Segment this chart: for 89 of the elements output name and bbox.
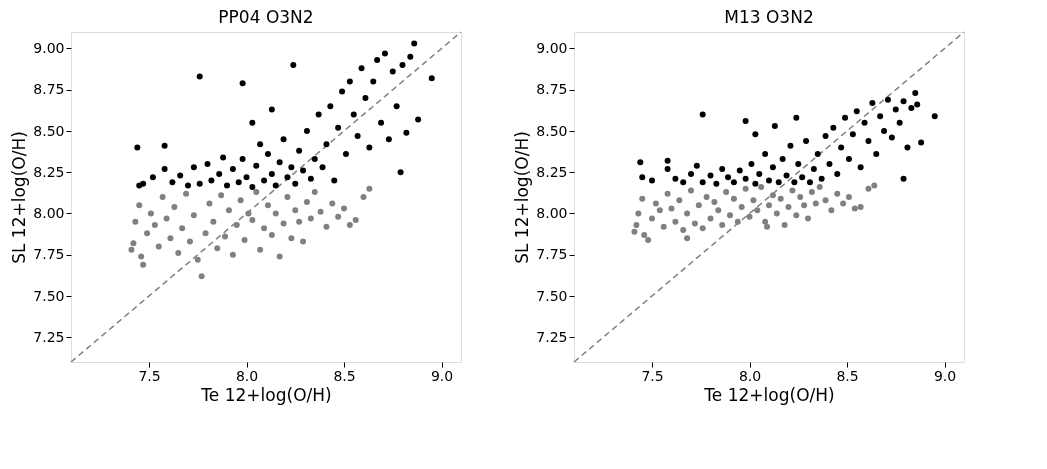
x-tick-label: 9.0 [933,367,957,384]
point [360,194,367,200]
x-tick-label: 8.5 [333,367,356,384]
point [186,238,193,245]
point [225,207,232,214]
y-tick-label: 7.25 [536,328,568,345]
point [190,212,197,219]
point [341,205,347,212]
point [140,261,147,268]
y-tick-label: 7.75 [33,246,65,263]
point [307,215,314,222]
point [179,225,186,232]
point [229,251,236,258]
point [163,215,170,222]
point [167,235,174,242]
point [272,210,279,217]
point [171,203,178,210]
point [132,218,139,225]
point [222,233,229,240]
y-tick-label: 7.50 [536,287,568,304]
point [329,200,336,207]
y-tick-label: 8.00 [33,205,65,221]
point [130,240,137,247]
point [147,210,154,217]
chart-title: PP04 O3N2 [218,7,314,28]
point [280,220,287,227]
point [245,210,252,217]
point [303,198,310,205]
point [288,235,295,242]
x-tick-label: 7.5 [138,367,161,384]
point [144,230,151,237]
point [210,218,217,225]
y-axis-title: SL 12+log(O/H) [512,131,533,264]
x-tick-label: 8.0 [738,367,762,384]
chart-title: M13 O3N2 [724,7,814,28]
point [264,202,271,209]
point [206,200,213,207]
x-tick-label: 7.5 [641,367,664,384]
point [218,192,225,199]
point [159,194,166,200]
point [155,243,162,250]
point [257,246,264,253]
y-tick-label: 8.50 [536,122,568,139]
point [323,223,330,230]
point [311,189,318,196]
point [128,246,135,253]
point [138,253,145,260]
y-axis-title: SL 12+log(O/H) [9,131,30,264]
y-tick-label: 8.75 [33,81,65,98]
y-tick-label: 8.25 [536,163,568,180]
x-tick-label: 8.0 [235,367,259,384]
point [249,217,256,224]
point [317,208,324,215]
point [268,231,275,238]
point [261,225,268,232]
point [194,256,201,263]
point [136,202,143,209]
point [233,222,240,229]
point [198,273,205,280]
x-axis-title: Te 12+log(O/H) [703,384,835,405]
point [175,250,182,257]
point [352,217,359,224]
x-axis-title: Te 12+log(O/H) [200,384,332,405]
point [151,222,158,229]
point [241,236,248,243]
y-tick-label: 7.75 [536,246,568,263]
point [276,253,283,260]
x-tick-label: 9.0 [430,367,454,384]
point [253,189,260,196]
y-tick-label: 8.00 [536,205,568,221]
point [284,194,291,200]
point [300,238,307,245]
point [366,185,373,192]
point [214,245,221,252]
point [183,190,190,197]
y-tick-label: 8.25 [33,163,65,180]
y-tick-label: 9.00 [33,40,65,56]
point [346,222,353,229]
point [237,197,244,204]
x-tick-label: 8.5 [836,367,859,384]
y-tick-label: 9.00 [536,40,568,56]
y-tick-label: 8.50 [33,122,65,139]
point [202,230,209,237]
point [335,213,342,220]
point [292,207,299,214]
y-tick-label: 7.25 [33,328,65,345]
y-tick-label: 7.50 [33,287,65,304]
y-tick-label: 8.75 [536,81,568,98]
point [296,218,303,225]
